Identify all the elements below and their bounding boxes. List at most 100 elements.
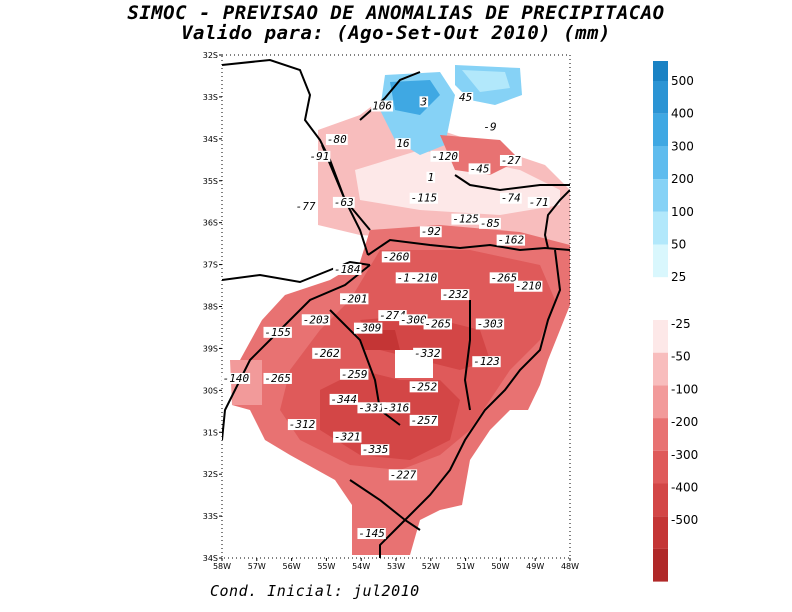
colorbar-label: 25 [671, 270, 686, 284]
lat-tick-label: 33S [203, 93, 218, 102]
colorbar-label: -100 [671, 382, 698, 396]
value-label: 45 [459, 91, 472, 104]
value-label-bg [472, 356, 501, 368]
value-label-bg [340, 368, 369, 380]
colorbar-segment [653, 244, 668, 278]
value-label-bg [499, 192, 522, 204]
lon-tick-label: 55W [317, 562, 335, 571]
value-label-bg [333, 431, 362, 443]
value-label-bg [287, 419, 317, 431]
colorbar-label: 500 [671, 74, 694, 88]
lat-tick-label: 34S [203, 554, 218, 563]
colorbar-label: 50 [671, 238, 686, 252]
value-label-bg [357, 528, 386, 540]
lon-axis: 58W 57W 56W 55W 54W 53W 52W 51W 50W 49W 48W [213, 558, 579, 571]
value-label: -77 [296, 200, 316, 213]
value-label: -227 [390, 468, 417, 481]
lat-tick-label: 33S [203, 512, 218, 521]
value-label: -115 [411, 192, 438, 205]
value-label: -344 [331, 393, 358, 406]
colorbar-segment [653, 81, 668, 114]
value-label: -27 [501, 154, 521, 167]
colorbar-label: -200 [671, 415, 698, 429]
value-label: -91 [310, 150, 330, 163]
lon-tick-label: 54W [352, 562, 370, 571]
value-label-bg [475, 318, 505, 330]
colorbar-label: 300 [671, 139, 694, 153]
value-label: 106 [372, 99, 392, 112]
lon-tick-label: 52W [422, 562, 440, 571]
value-label: -309 [355, 322, 382, 335]
value-label-bg [451, 213, 480, 225]
lon-tick-label: 56W [283, 562, 301, 571]
value-label-bg [419, 226, 442, 238]
colorbar-segment [653, 211, 668, 245]
value-label: -123 [473, 355, 500, 368]
value-label-bg [458, 92, 474, 104]
value-label-bg [496, 234, 526, 246]
value-label-bg [426, 171, 436, 183]
colorbar-label: -25 [671, 317, 691, 331]
value-label: -145 [358, 527, 385, 540]
value-label: -303 [477, 317, 504, 330]
value-label: 16 [396, 137, 410, 150]
colorbar-segment [653, 113, 668, 147]
value-label: -265 [264, 372, 291, 385]
value-label-bg [399, 314, 428, 326]
value-label-bg [514, 280, 543, 292]
value-label: -232 [442, 288, 469, 301]
value-label-bg [381, 402, 411, 414]
colorbar-segment [653, 179, 668, 212]
borders [222, 58, 570, 558]
value-label: -259 [341, 368, 368, 381]
value-label: 1 [427, 171, 434, 184]
colorbar-segment [653, 483, 668, 517]
lat-tick-label: 32S [203, 470, 218, 479]
lon-tick-label: 50W [491, 562, 509, 571]
colorbar-label: 400 [671, 107, 694, 121]
lon-tick-label: 51W [457, 562, 475, 571]
value-label-bg [409, 414, 439, 426]
value-label: 3 [420, 95, 428, 108]
value-label-bg [482, 121, 498, 133]
lat-tick-label: 39S [203, 344, 218, 353]
value-label-bg [325, 134, 348, 146]
value-label: -155 [264, 326, 291, 339]
lat-tick-label: 30S [203, 386, 218, 395]
value-label-bg [263, 326, 292, 338]
value-label-bg [333, 263, 362, 275]
value-label: -300 [400, 313, 427, 326]
colorbar-segment [653, 516, 668, 549]
value-label: -265 [491, 271, 518, 284]
lat-tick-label: 31S [203, 428, 218, 437]
value-label: -257 [411, 414, 438, 427]
value-label-bg [440, 289, 470, 301]
value-label: -321 [334, 431, 361, 444]
value-label-bg [419, 96, 429, 108]
lat-tick-label: 32S [203, 51, 218, 60]
value-label: -316 [383, 401, 410, 414]
value-label: -262 [313, 347, 340, 360]
value-label-bg [479, 217, 501, 229]
colorbar-label: -500 [671, 513, 698, 527]
value-label-bg [409, 192, 439, 204]
lat-tick-label: 36S [203, 219, 218, 228]
value-label: -74 [501, 192, 521, 205]
value-label-bg [371, 100, 393, 112]
colorbar-segment [653, 548, 668, 582]
value-label-bg [409, 381, 439, 393]
value-label: -85 [480, 217, 500, 230]
value-label-bg [378, 310, 407, 322]
lat-axis: 32S 33S 34S 35S 36S 37S 38S 39S 30S 31S 32S 33S 34S [203, 51, 222, 563]
value-label-bg [489, 272, 519, 284]
value-label-bg [263, 372, 292, 384]
colorbar-segment [653, 385, 668, 419]
colorbar-segment [653, 450, 668, 484]
value-label-bg [357, 402, 386, 414]
value-label: -210 [515, 280, 542, 293]
lat-tick-label: 34S [203, 135, 218, 144]
value-label-bg [430, 150, 459, 162]
value-label: -71 [529, 196, 549, 209]
colorbar-label: -300 [671, 448, 698, 462]
